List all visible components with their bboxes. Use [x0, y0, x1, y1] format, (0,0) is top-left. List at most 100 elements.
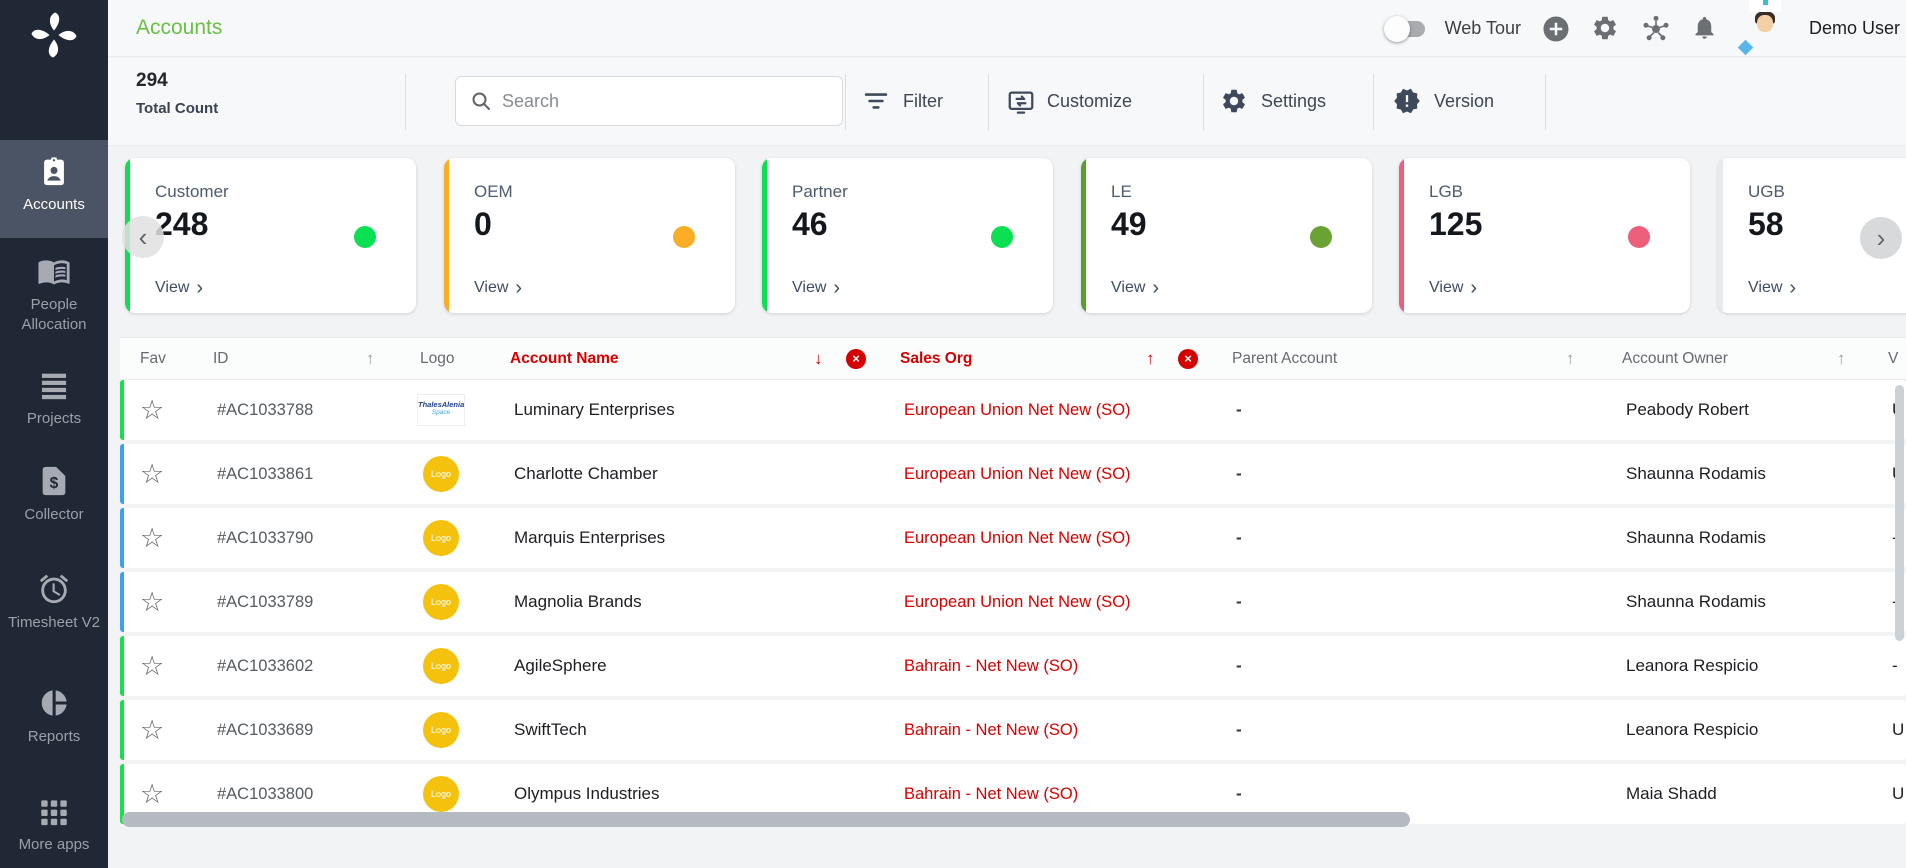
favorite-star-icon[interactable]: ☆	[140, 459, 165, 489]
favorite-star-icon[interactable]: ☆	[140, 587, 165, 617]
sort-asc-icon[interactable]: ↑	[1146, 349, 1155, 368]
filter-button[interactable]: Filter	[862, 76, 943, 126]
clear-sort-icon[interactable]: ×	[846, 349, 866, 369]
table-row[interactable]: ☆ #AC1033689 Logo SwiftTech Bahrain - Ne…	[120, 700, 1906, 760]
sidebar-item-label: People Allocation	[21, 296, 87, 333]
favorite-star-icon[interactable]: ☆	[140, 651, 165, 681]
sidebar-item-people-allocation[interactable]: People Allocation	[0, 248, 108, 335]
card-view-link[interactable]: View ›	[1111, 277, 1160, 299]
total-count-value: 294	[136, 70, 168, 91]
sidebar-item-accounts[interactable]: Accounts	[0, 140, 108, 238]
account-name[interactable]: Olympus Industries	[514, 784, 660, 803]
col-header-id[interactable]: ID	[213, 350, 229, 367]
sort-desc-icon[interactable]: ↓	[814, 349, 823, 368]
sidebar-item-label: More apps	[18, 836, 90, 853]
sidebar-item-collector[interactable]: $ Collector	[0, 458, 108, 525]
sales-org[interactable]: European Union Net New (SO)	[904, 593, 1131, 611]
card-view-link[interactable]: View ›	[474, 277, 523, 299]
sidebar-item-projects[interactable]: Projects	[0, 362, 108, 429]
col-header-account-name[interactable]: Account Name	[510, 350, 619, 367]
vertical-scrollbar[interactable]	[1895, 385, 1904, 641]
parent-account: -	[1236, 592, 1242, 611]
integrations-molecule-icon[interactable]	[1641, 14, 1671, 44]
summary-card-partner: Partner 46 View ›	[762, 158, 1053, 313]
clear-sort-icon[interactable]: ×	[1178, 349, 1198, 369]
sort-asc-icon[interactable]: ↑	[1566, 349, 1575, 368]
col-header-vertical[interactable]: V	[1888, 350, 1899, 367]
toggle-knob	[1383, 15, 1410, 42]
account-logo: ThalesAlenia Space	[417, 394, 465, 426]
sales-org[interactable]: European Union Net New (SO)	[904, 401, 1131, 419]
account-name[interactable]: Luminary Enterprises	[514, 400, 675, 419]
status-dot	[354, 226, 376, 248]
version-label: Version	[1434, 90, 1495, 111]
chevron-right-icon: ›	[1470, 277, 1478, 299]
status-dot	[673, 226, 695, 248]
sales-org[interactable]: Bahrain - Net New (SO)	[904, 657, 1079, 675]
account-name[interactable]: Charlotte Chamber	[514, 464, 658, 483]
account-logo: Logo	[423, 712, 459, 748]
chevron-right-icon: ›	[1152, 277, 1160, 299]
table-row[interactable]: ☆ #AC1033602 Logo AgileSphere Bahrain - …	[120, 636, 1906, 696]
web-tour-toggle[interactable]	[1383, 15, 1425, 42]
apps-grid-icon	[37, 794, 71, 828]
summary-card-lgb: LGB 125 View ›	[1399, 158, 1690, 313]
card-view-link[interactable]: View ›	[155, 277, 204, 299]
col-header-logo[interactable]: Logo	[420, 350, 455, 367]
account-owner: Peabody Robert	[1626, 400, 1749, 419]
sales-org[interactable]: Bahrain - Net New (SO)	[904, 721, 1079, 739]
favorite-star-icon[interactable]: ☆	[140, 395, 165, 425]
account-owner: Maia Shadd	[1626, 784, 1717, 803]
sidebar-item-more-apps[interactable]: More apps	[0, 788, 108, 855]
search-input[interactable]	[502, 90, 828, 112]
account-owner: Shaunna Rodamis	[1626, 592, 1766, 611]
account-name[interactable]: SwiftTech	[514, 720, 587, 739]
horizontal-scrollbar[interactable]	[122, 812, 1410, 827]
cards-scroll-right-button[interactable]: ›	[1860, 217, 1902, 259]
col-header-sales-org[interactable]: Sales Org	[900, 350, 973, 367]
add-circle-button[interactable]	[1541, 14, 1571, 44]
card-view-link[interactable]: View ›	[792, 277, 841, 299]
col-header-account-owner[interactable]: Account Owner	[1622, 350, 1728, 367]
card-view-link[interactable]: View ›	[1429, 277, 1478, 299]
account-name[interactable]: Magnolia Brands	[514, 592, 642, 611]
sidebar-item-timesheet-v2[interactable]: Timesheet V2	[0, 566, 108, 633]
user-avatar[interactable]	[1737, 0, 1789, 55]
parent-account: -	[1236, 528, 1242, 547]
table-row[interactable]: ☆ #AC1033861 Logo Charlotte Chamber Euro…	[120, 444, 1906, 504]
favorite-star-icon[interactable]: ☆	[140, 523, 165, 553]
col-header-parent-account[interactable]: Parent Account	[1232, 350, 1338, 367]
status-dot	[1310, 226, 1332, 248]
user-name: Demo User	[1808, 18, 1900, 38]
sort-asc-icon[interactable]: ↑	[366, 349, 375, 368]
account-name[interactable]: Marquis Enterprises	[514, 528, 666, 547]
favorite-star-icon[interactable]: ☆	[140, 779, 165, 809]
sales-org[interactable]: Bahrain - Net New (SO)	[904, 785, 1079, 803]
search-box[interactable]	[455, 76, 843, 126]
card-value: 46	[792, 206, 828, 242]
account-logo: Logo	[423, 520, 459, 556]
divider	[845, 74, 846, 130]
favorite-star-icon[interactable]: ☆	[140, 715, 165, 745]
customize-button[interactable]: Customize	[1006, 76, 1132, 126]
table-row[interactable]: ☆ #AC1033789 Logo Magnolia Brands Europe…	[120, 572, 1906, 632]
vertical-cell: U	[1892, 784, 1905, 803]
sales-org[interactable]: European Union Net New (SO)	[904, 465, 1131, 483]
notifications-bell-icon[interactable]	[1691, 14, 1721, 44]
chevron-right-icon: ›	[515, 277, 523, 299]
card-view-link[interactable]: View ›	[1748, 277, 1797, 299]
settings-button[interactable]: Settings	[1220, 76, 1326, 126]
total-count-label: Total Count	[136, 100, 219, 117]
table-row[interactable]: ☆ #AC1033788 ThalesAlenia Space Luminary …	[120, 380, 1906, 440]
gear-icon[interactable]	[1591, 14, 1621, 44]
sales-org[interactable]: European Union Net New (SO)	[904, 529, 1131, 547]
vertical-cell: -	[1892, 656, 1898, 675]
sidebar-item-reports[interactable]: Reports	[0, 680, 108, 747]
version-button[interactable]: Version	[1393, 76, 1494, 126]
app-logo-icon[interactable]	[27, 8, 81, 62]
table-row[interactable]: ☆ #AC1033790 Logo Marquis Enterprises Eu…	[120, 508, 1906, 568]
sort-asc-icon[interactable]: ↑	[1837, 349, 1846, 368]
cards-scroll-left-button[interactable]: ‹	[122, 216, 164, 258]
col-header-fav[interactable]: Fav	[140, 350, 166, 367]
account-name[interactable]: AgileSphere	[514, 656, 607, 675]
